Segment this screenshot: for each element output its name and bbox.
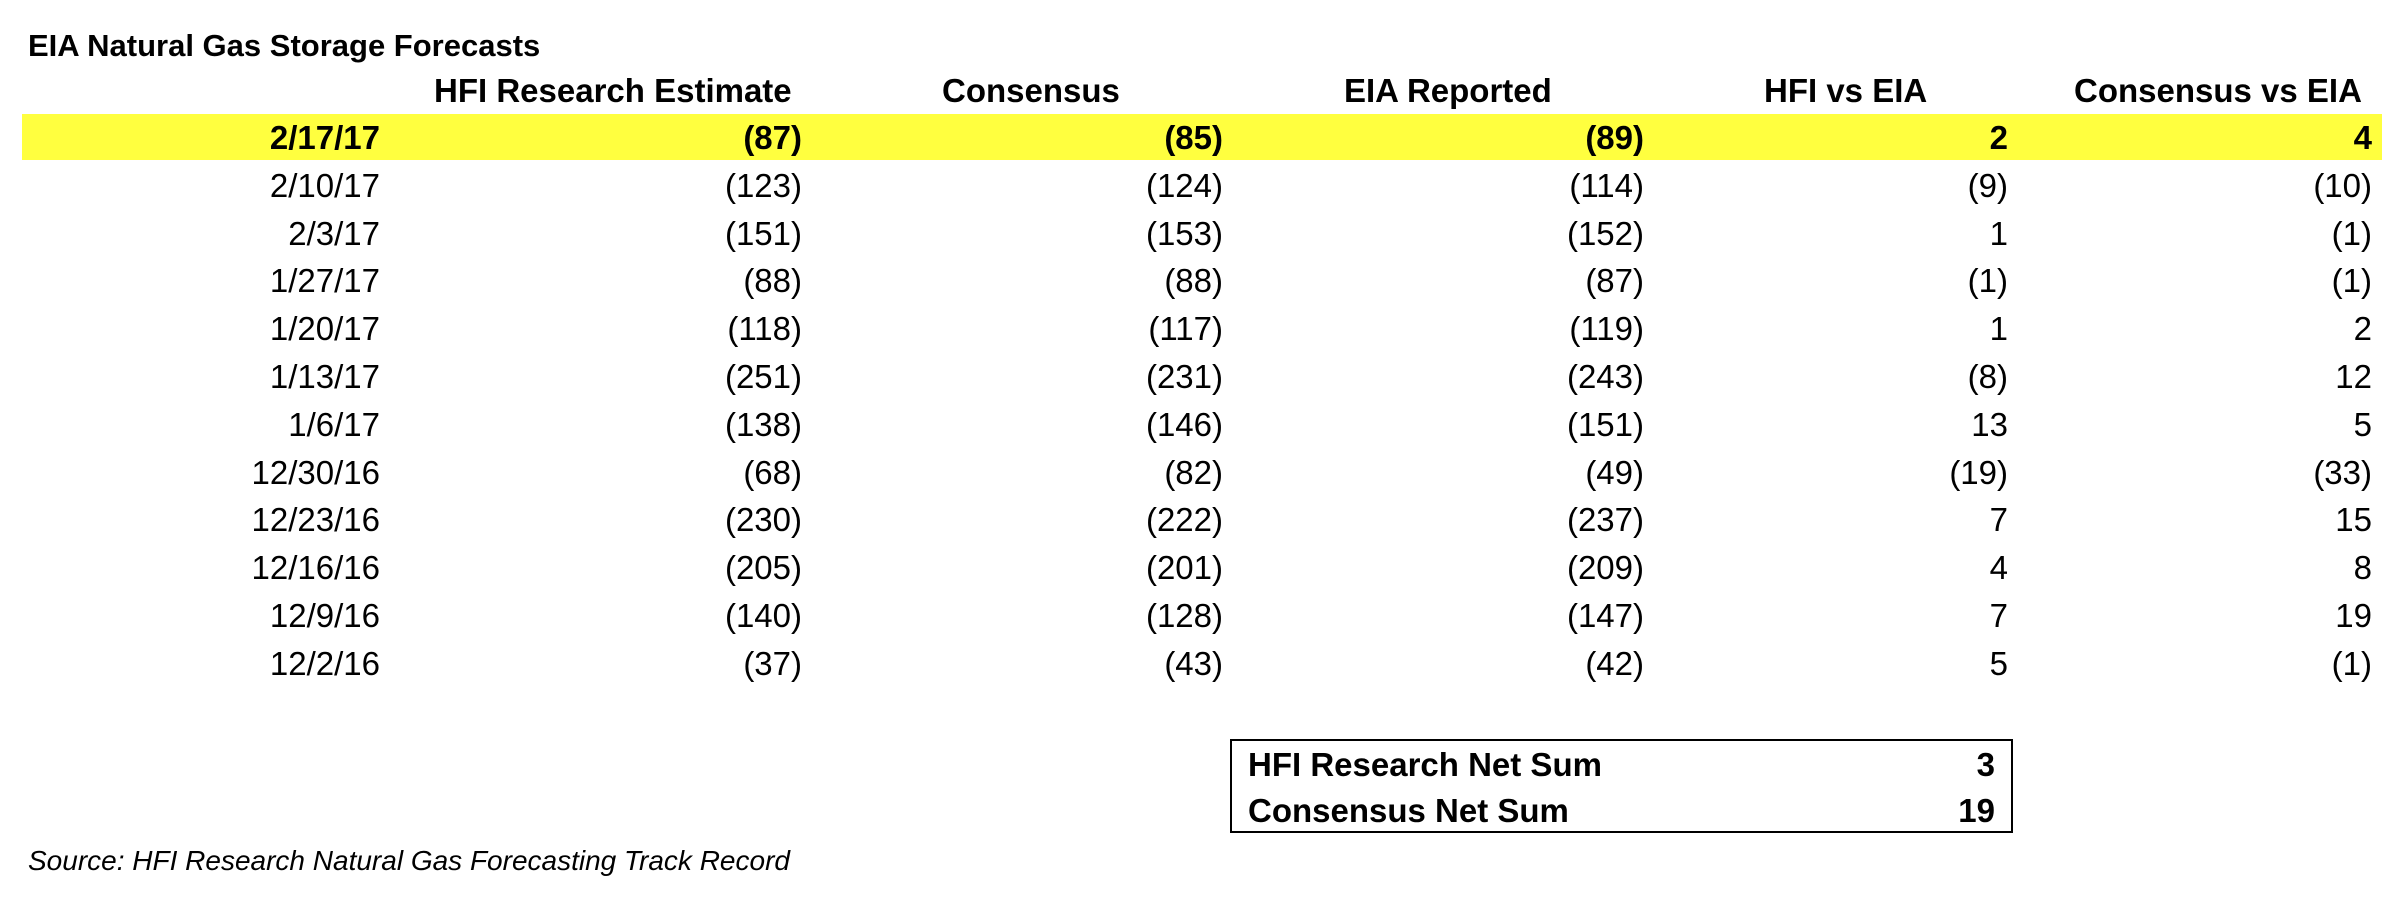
table-row: 12/16/16 (205) (201) (209) 4 8 (0, 544, 2404, 592)
table-row: 2/10/17 (123) (124) (114) (9) (10) (0, 162, 2404, 210)
cell-consensus: (88) (1164, 262, 1223, 300)
cell-hfi-estimate: (251) (724, 358, 802, 395)
cell-date: 1/20/17 (269, 310, 380, 348)
header-consensus: Consensus (942, 72, 1120, 109)
table-row: 1/20/17 (118) (117) (119) 1 2 (0, 305, 2404, 353)
cell-hfi-vs-eia: 5 (1989, 644, 2008, 682)
cell-consensus: (153) (1145, 214, 1223, 252)
cell-date: 1/6/17 (288, 405, 380, 443)
cell-consensus-vs-eia: 4 (2353, 119, 2372, 156)
table-row: 1/13/17 (251) (231) (243) (8) 12 (0, 353, 2404, 401)
cell-hfi-estimate: (68) (743, 453, 802, 491)
cell-eia-reported: (49) (1585, 453, 1644, 491)
cell-date: 1/27/17 (269, 262, 380, 300)
cell-hfi-vs-eia: 7 (1989, 501, 2008, 539)
cell-date: 1/13/17 (269, 358, 380, 395)
cell-hfi-estimate: (118) (727, 310, 802, 348)
cell-consensus: (128) (1145, 597, 1223, 634)
cell-eia-reported: (119) (1569, 310, 1644, 348)
cell-date: 12/9/16 (269, 597, 380, 634)
cell-consensus-vs-eia: (33) (2313, 453, 2372, 491)
summary-label-hfi: HFI Research Net Sum (1248, 746, 1602, 783)
cell-consensus-vs-eia: 2 (2353, 310, 2372, 348)
cell-consensus-vs-eia: (1) (2331, 644, 2372, 682)
table-row: 1/27/17 (88) (88) (87) (1) (1) (0, 257, 2404, 305)
cell-eia-reported: (87) (1585, 262, 1644, 300)
header-hfi-estimate: HFI Research Estimate (434, 72, 792, 109)
cell-consensus-vs-eia: 15 (2335, 501, 2372, 539)
cell-consensus: (43) (1164, 644, 1223, 682)
cell-hfi-estimate: (205) (724, 549, 802, 587)
cell-consensus-vs-eia: 5 (2353, 405, 2372, 443)
cell-date: 12/16/16 (251, 549, 380, 587)
highlighted-row-background (22, 114, 2382, 160)
cell-consensus: (82) (1164, 453, 1223, 491)
cell-consensus: (117) (1148, 310, 1223, 348)
cell-hfi-vs-eia: 1 (1989, 214, 2008, 252)
summary-value-consensus: 19 (1958, 792, 1995, 829)
cell-hfi-vs-eia: 13 (1971, 405, 2008, 443)
table-row: 12/9/16 (140) (128) (147) 7 19 (0, 592, 2404, 640)
cell-consensus-vs-eia: 19 (2335, 597, 2372, 634)
cell-hfi-estimate: (37) (743, 644, 802, 682)
cell-consensus-vs-eia: (10) (2313, 166, 2372, 204)
cell-eia-reported: (89) (1585, 119, 1644, 156)
cell-date: 12/30/16 (251, 453, 380, 491)
cell-hfi-vs-eia: (9) (1967, 166, 2008, 204)
cell-hfi-vs-eia: 1 (1989, 310, 2008, 348)
cell-hfi-vs-eia: 4 (1989, 549, 2008, 587)
cell-consensus: (146) (1145, 405, 1223, 443)
cell-eia-reported: (209) (1566, 549, 1644, 587)
cell-hfi-vs-eia: (1) (1967, 262, 2008, 300)
cell-date: 12/23/16 (251, 501, 380, 539)
cell-date: 2/10/17 (269, 166, 380, 204)
cell-hfi-vs-eia: 2 (1989, 119, 2008, 156)
cell-consensus-vs-eia: (1) (2331, 262, 2372, 300)
header-consensus-vs-eia: Consensus vs EIA (2074, 72, 2362, 109)
cell-hfi-estimate: (151) (724, 214, 802, 252)
cell-eia-reported: (42) (1585, 644, 1644, 682)
header-eia-reported: EIA Reported (1344, 72, 1552, 109)
header-hfi-vs-eia: HFI vs EIA (1764, 72, 1928, 109)
cell-consensus: (85) (1164, 119, 1223, 156)
cell-consensus: (231) (1145, 358, 1223, 395)
table-row-highlighted: 2/17/17 (87) (85) (89) 2 4 (0, 114, 2404, 162)
cell-hfi-estimate: (140) (724, 597, 802, 634)
cell-hfi-estimate: (87) (743, 119, 802, 156)
cell-eia-reported: (114) (1569, 166, 1644, 204)
cell-eia-reported: (151) (1566, 405, 1644, 443)
cell-consensus-vs-eia: 12 (2335, 358, 2372, 395)
cell-date: 12/2/16 (269, 644, 380, 682)
cell-consensus-vs-eia: 8 (2353, 549, 2372, 587)
summary-label-consensus: Consensus Net Sum (1248, 792, 1569, 829)
cell-consensus: (124) (1145, 166, 1223, 204)
cell-consensus-vs-eia: (1) (2331, 214, 2372, 252)
table-row: 2/3/17 (151) (153) (152) 1 (1) (0, 210, 2404, 258)
cell-hfi-vs-eia: (8) (1967, 358, 2008, 395)
cell-hfi-estimate: (230) (724, 501, 802, 539)
cell-eia-reported: (237) (1566, 501, 1644, 539)
cell-consensus: (201) (1145, 549, 1223, 587)
cell-hfi-estimate: (88) (743, 262, 802, 300)
cell-eia-reported: (243) (1566, 358, 1644, 395)
cell-date: 2/17/17 (269, 119, 380, 156)
table-row: 12/23/16 (230) (222) (237) 7 15 (0, 496, 2404, 544)
cell-eia-reported: (147) (1566, 597, 1644, 634)
cell-hfi-estimate: (123) (724, 166, 802, 204)
cell-hfi-vs-eia: (19) (1949, 453, 2008, 491)
summary-value-hfi: 3 (1976, 746, 1995, 783)
cell-eia-reported: (152) (1566, 214, 1644, 252)
cell-hfi-vs-eia: 7 (1989, 597, 2008, 634)
table-row: 12/2/16 (37) (43) (42) 5 (1) (0, 640, 2404, 688)
summary-box: HFI Research Net Sum 3 Consensus Net Sum… (1230, 739, 2013, 833)
table-row: 1/6/17 (138) (146) (151) 13 5 (0, 401, 2404, 449)
source-note: Source: HFI Research Natural Gas Forecas… (28, 845, 790, 876)
cell-hfi-estimate: (138) (724, 405, 802, 443)
table-row: 12/30/16 (68) (82) (49) (19) (33) (0, 449, 2404, 497)
cell-consensus: (222) (1145, 501, 1223, 539)
cell-date: 2/3/17 (288, 214, 380, 252)
table-title: EIA Natural Gas Storage Forecasts (28, 28, 541, 63)
